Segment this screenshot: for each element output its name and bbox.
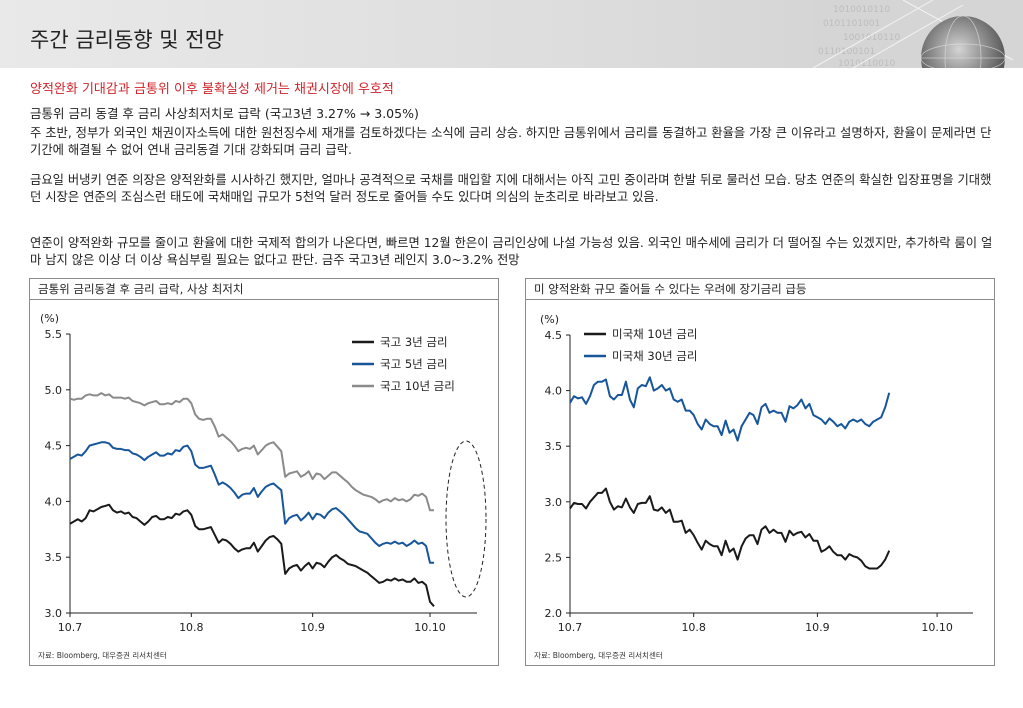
us-treasury-yield-chart: (%) 2.0 2.5 3.0 3.5 4.0 4.5 10.7 10.8 10.9 10.10 미국… (540, 313, 973, 634)
y-tick-label: 2.5 (545, 551, 563, 564)
y-tick-label: 4.0 (545, 385, 563, 398)
y-tick-label: 5.0 (45, 384, 63, 397)
y-tick-label: 2.0 (545, 607, 563, 620)
y-tick-label: 3.0 (545, 496, 563, 509)
svg-text:1010110010: 1010110010 (838, 59, 896, 68)
x-tick-label: 10.8 (681, 621, 706, 634)
series-line (69, 441, 434, 564)
series-line (69, 503, 435, 607)
legend-label: 미국채 30년 금리 (612, 349, 697, 363)
x-tick-label: 10.10 (414, 621, 446, 634)
series-line (569, 376, 891, 442)
series-line (69, 392, 434, 512)
highlight-ellipse (445, 440, 487, 598)
source-note: 자료: Bloomberg, 대우증권 리서치센터 (38, 651, 167, 660)
paragraph-3: 연준이 양적완화 규모를 줄이고 환율에 대한 국제적 합의가 나온다면, 빠르… (30, 236, 993, 267)
chart-panel-korea: 금통위 금리동결 후 금리 급락, 사상 최저치 (%) 3.0 3.5 4.0 4.5… (29, 278, 499, 666)
x-tick-label: 10.7 (558, 621, 583, 634)
paragraph-1: 주 초반, 정부가 외국인 채권이자소득에 대한 원천징수세 재개를 검토하겠다… (30, 126, 992, 157)
globe-decoration-icon: 1010010110 0101101001 1001010110 0110100… (813, 0, 1023, 68)
svg-text:1001010110: 1001010110 (843, 33, 901, 43)
chart-panel-us: 미 양적완화 규모 줄어들 수 있다는 우려에 장기금리 급등 (%) 2.0 2.… (525, 278, 995, 666)
y-axis-unit: (%) (40, 312, 59, 325)
y-axis-unit: (%) (540, 313, 559, 326)
series-line (569, 487, 891, 570)
x-tick-label: 10.7 (58, 621, 83, 634)
headline: 양적완화 기대감과 금통위 이후 불확실성 제거는 채권시장에 우호적 (30, 82, 394, 97)
subheadline: 금통위 금리 동결 후 금리 사상최저치로 급락 (국고3년 3.27% → 3… (30, 106, 419, 121)
paragraph-2: 금요일 버냉키 연준 의장은 양적완화를 시사하긴 했지만, 얼마나 공격적으로… (30, 173, 992, 204)
x-tick-label: 10.9 (300, 621, 325, 634)
y-tick-label: 4.5 (545, 329, 563, 342)
source-note: 자료: Bloomberg, 대우증권 리서치센터 (534, 651, 663, 660)
x-tick-label: 10.8 (179, 621, 204, 634)
y-tick-label: 3.5 (545, 440, 563, 453)
y-tick-label: 4.0 (45, 495, 63, 508)
legend-label: 국고 3년 금리 (380, 335, 448, 349)
y-tick-label: 3.5 (45, 551, 63, 564)
y-tick-label: 3.0 (45, 607, 63, 620)
legend-label: 국고 5년 금리 (380, 357, 448, 371)
x-tick-label: 10.10 (921, 621, 953, 634)
svg-text:1010010110: 1010010110 (833, 5, 891, 15)
chart-title: 미 양적완화 규모 줄어들 수 있다는 우려에 장기금리 급등 (526, 279, 994, 300)
page-title: 주간 금리동향 및 전망 (30, 28, 224, 52)
svg-text:0101101001: 0101101001 (823, 19, 880, 29)
svg-text:0110100101: 0110100101 (818, 47, 875, 57)
y-tick-label: 5.5 (45, 328, 63, 341)
korea-bond-yield-chart: (%) 3.0 3.5 4.0 4.5 5.0 5.5 10.7 10.8 10.9 10.10 국고… (40, 312, 487, 634)
legend-label: 국고 10년 금리 (380, 379, 455, 393)
x-tick-label: 10.9 (805, 621, 830, 634)
report-header: 주간 금리동향 및 전망 1010010110 0101101001 10010… (0, 0, 1023, 68)
y-tick-label: 4.5 (45, 440, 63, 453)
chart-title: 금통위 금리동결 후 금리 급락, 사상 최저치 (30, 279, 498, 300)
legend-label: 미국채 10년 금리 (612, 327, 697, 341)
